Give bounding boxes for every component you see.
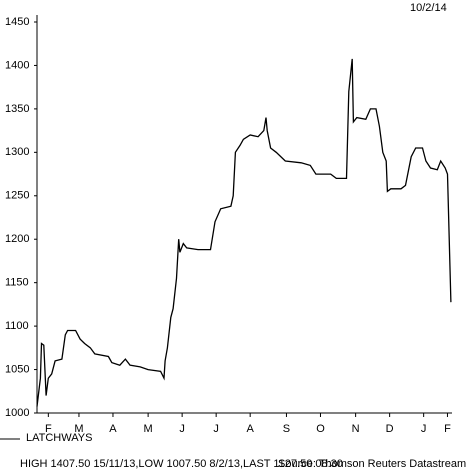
source-note: Source: Thomson Reuters Datastream [278, 458, 466, 470]
x-tick-label: M [74, 423, 83, 435]
y-tick-label: 1300 [5, 146, 29, 158]
x-tick-label: S [283, 423, 290, 435]
price-line [36, 58, 452, 407]
x-tick-label: J [213, 423, 219, 435]
x-tick-label: N [352, 423, 360, 435]
x-tick-label: O [316, 423, 325, 435]
y-tick-label: 1050 [5, 363, 29, 375]
x-tick-label: F [45, 423, 52, 435]
x-tick-label: A [246, 423, 254, 435]
y-tick-label: 1100 [5, 320, 29, 332]
y-tick-label: 1350 [5, 103, 29, 115]
y-tick-label: 1200 [5, 233, 29, 245]
x-tick-label: A [109, 423, 117, 435]
chart-date: 10/2/14 [410, 2, 447, 14]
y-tick-label: 1150 [5, 277, 29, 289]
x-tick-label: M [144, 423, 153, 435]
x-tick-label: D [386, 423, 394, 435]
y-tick-label: 1000 [5, 407, 29, 419]
x-tick-label: J [421, 423, 427, 435]
y-tick-label: 1450 [5, 16, 29, 28]
x-tick-label: F [444, 423, 451, 435]
y-tick-label: 1400 [5, 59, 29, 71]
legend-label: LATCHWAYS [26, 432, 92, 444]
footer-stats: HIGH 1407.50 15/11/13,LOW 1007.50 8/2/13… [20, 458, 343, 470]
x-tick-label: J [179, 423, 185, 435]
y-tick-label: 1250 [5, 190, 29, 202]
